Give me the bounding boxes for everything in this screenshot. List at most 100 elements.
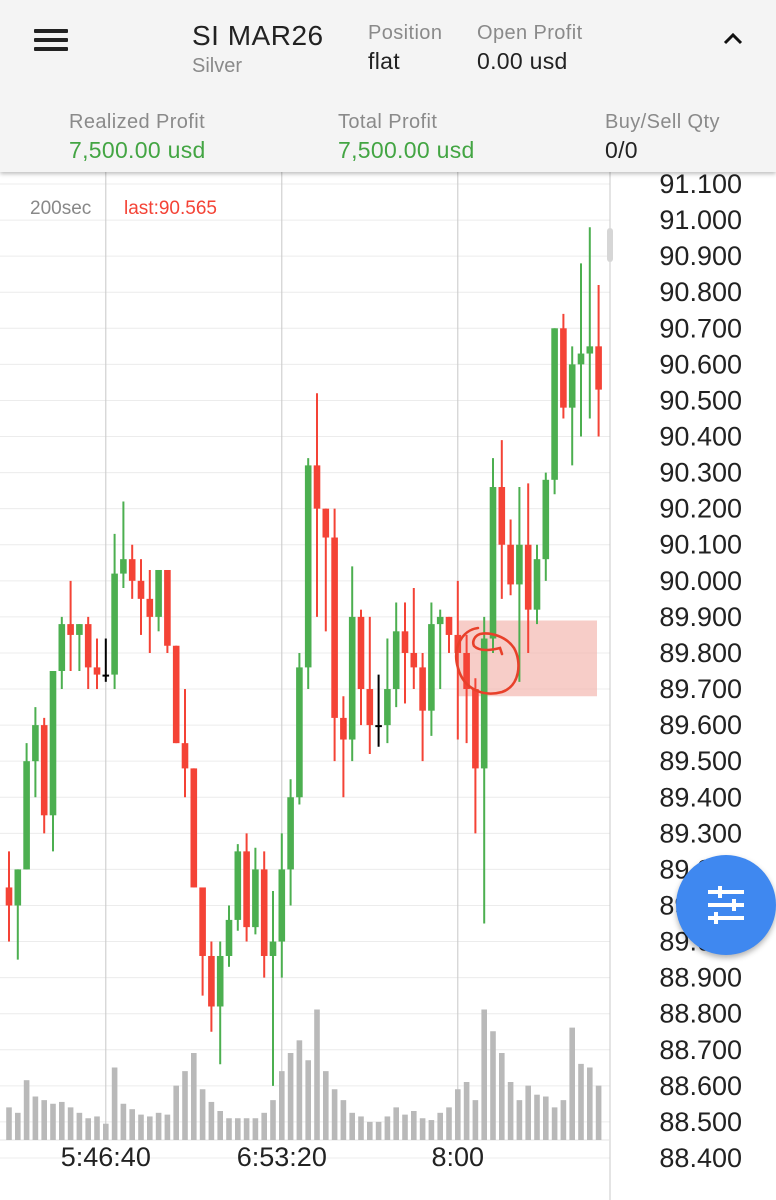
position-value: flat	[368, 48, 400, 74]
candle	[199, 887, 206, 996]
y-tick-label: 90.900	[659, 241, 742, 271]
candle-body	[296, 667, 303, 798]
candle-body	[67, 624, 74, 635]
candle	[357, 609, 365, 726]
candle	[76, 624, 83, 671]
y-tick-label: 90.800	[659, 277, 742, 307]
volume-bar	[191, 1053, 197, 1140]
candle	[401, 602, 409, 704]
volume-bar	[375, 1121, 382, 1140]
candle-body	[146, 598, 154, 617]
volume-bar	[463, 1082, 470, 1140]
candle-body	[76, 624, 83, 635]
volume-bar	[551, 1107, 558, 1140]
volume-bar	[534, 1094, 540, 1140]
candle-body	[225, 919, 233, 956]
candle-body	[419, 667, 426, 711]
volume-bar	[543, 1096, 549, 1140]
candle	[84, 616, 92, 690]
volume-bar	[419, 1118, 426, 1140]
candle-body	[5, 887, 13, 906]
candle	[278, 833, 286, 978]
candle-body	[392, 631, 400, 690]
candle	[322, 508, 330, 632]
candle	[216, 941, 224, 1065]
y-tick-label: 90.600	[659, 349, 742, 379]
volume-bar	[569, 1027, 575, 1140]
candle-body	[366, 689, 374, 726]
candle	[181, 689, 189, 798]
candle-body	[287, 797, 294, 870]
candle	[507, 519, 514, 596]
y-tick-label: 89.300	[659, 818, 742, 848]
volume-bar	[490, 1031, 496, 1140]
volume-bar	[428, 1120, 435, 1140]
y-tick-label: 90.000	[659, 566, 742, 596]
menu-icon[interactable]	[34, 27, 68, 53]
candle	[102, 638, 110, 682]
candle-body	[331, 537, 338, 718]
volume-bar	[261, 1112, 267, 1140]
candle-body	[128, 559, 136, 581]
candle-body	[172, 645, 180, 744]
candle	[111, 533, 118, 690]
candle	[146, 569, 154, 653]
volume-bar	[296, 1040, 303, 1140]
candle-body	[216, 955, 224, 1007]
realized-profit-value: 7,500.00 usd	[69, 137, 206, 163]
candle	[542, 472, 550, 581]
candle-body	[111, 573, 118, 675]
candle-body	[102, 674, 110, 677]
candle	[14, 869, 22, 960]
candle-body	[542, 479, 550, 560]
volume-bar	[446, 1107, 452, 1140]
candle	[260, 851, 268, 978]
candle-body	[84, 624, 92, 668]
y-tick-label: 90.300	[659, 458, 742, 488]
total-profit-value: 7,500.00 usd	[338, 137, 475, 163]
y-tick-label: 90.100	[659, 530, 742, 560]
candle	[586, 227, 594, 419]
volume-bar	[578, 1063, 584, 1140]
settings-fab-button[interactable]	[676, 855, 776, 955]
volume-bar	[235, 1118, 241, 1140]
volume-bar	[6, 1107, 12, 1140]
volume-bar	[393, 1107, 399, 1140]
candle-body	[595, 346, 602, 390]
volume-bar	[85, 1118, 91, 1140]
volume-bar	[129, 1109, 135, 1140]
candle-body	[234, 851, 242, 920]
volume-bar	[217, 1111, 223, 1140]
volume-bar	[208, 1101, 215, 1140]
y-tick-label: 90.400	[659, 422, 742, 452]
volume-bar	[120, 1103, 127, 1140]
volume-bar	[507, 1082, 514, 1140]
candle	[384, 638, 391, 744]
candle	[436, 609, 444, 690]
candle	[287, 779, 294, 906]
candle-body	[551, 328, 558, 480]
candle-body	[208, 955, 215, 1007]
candle-body	[260, 869, 268, 956]
candle	[340, 696, 347, 798]
candle-body	[375, 725, 382, 728]
candle-body	[560, 328, 567, 408]
candle	[49, 671, 57, 852]
instrument-name: Silver	[192, 55, 243, 77]
candle-body	[243, 851, 250, 928]
candle-body	[137, 580, 145, 599]
candle	[58, 616, 66, 690]
instrument-symbol: SI MAR26	[192, 20, 324, 51]
candle	[67, 580, 74, 671]
y-tick-label: 88.400	[659, 1143, 742, 1173]
candle	[93, 638, 101, 690]
volume-bar	[367, 1121, 373, 1140]
volume-bar	[314, 1009, 320, 1140]
candle	[419, 652, 426, 762]
chevron-up-icon[interactable]	[722, 28, 744, 50]
volume-bar	[111, 1067, 118, 1140]
candle-body	[498, 487, 506, 545]
volume-bar	[103, 1123, 109, 1140]
candle-body	[568, 364, 576, 408]
